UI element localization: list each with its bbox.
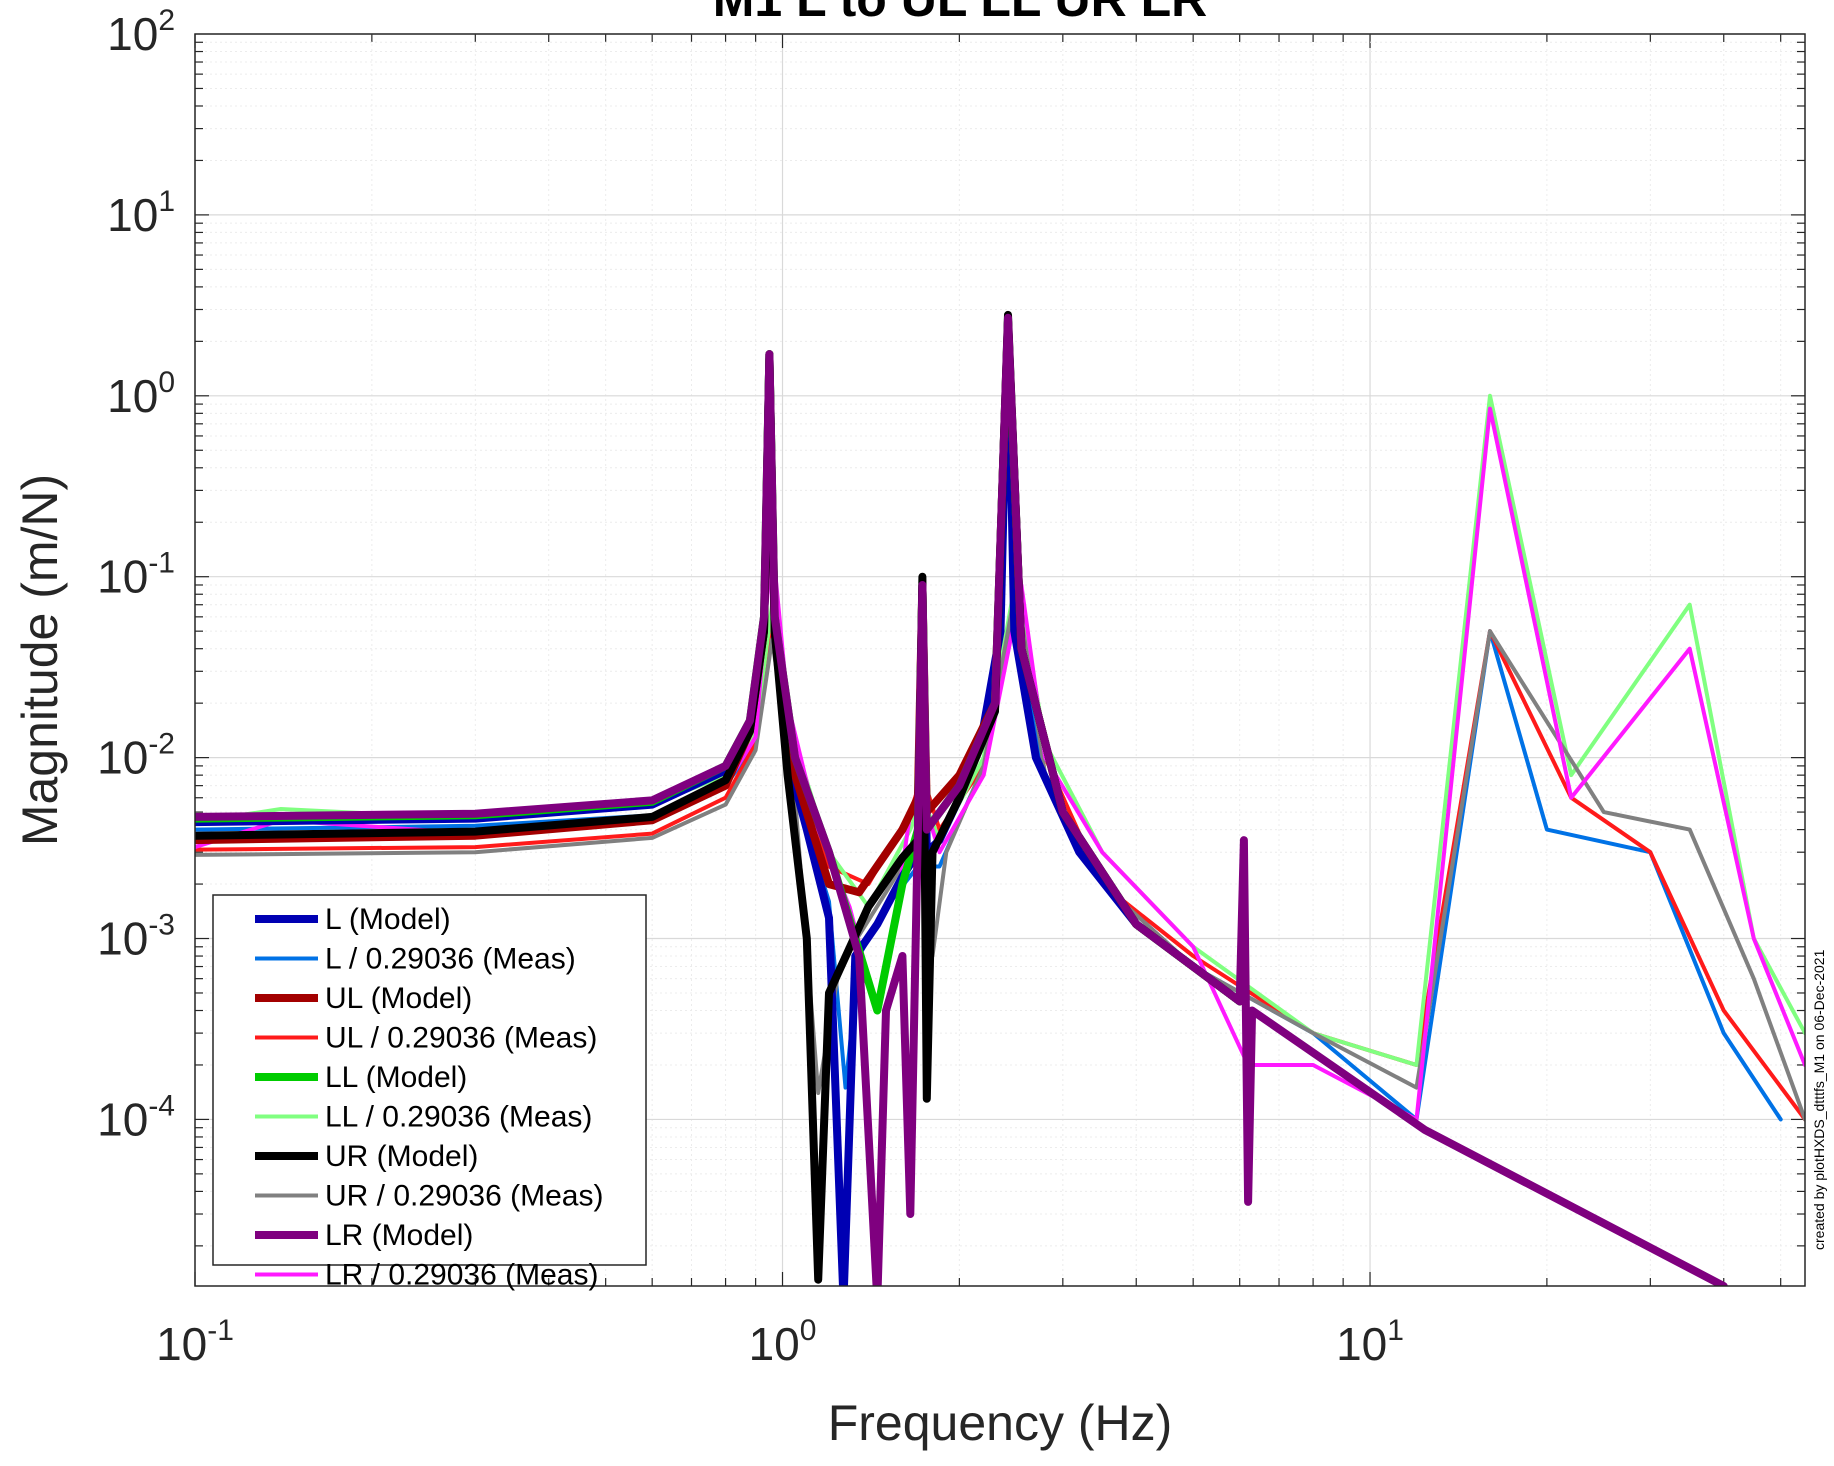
plot-area bbox=[194, 33, 1806, 1287]
x-tick-label: 100 bbox=[749, 1314, 817, 1370]
y-axis-ticks: 102 101 100 10-1 10-2 10-3 10-4 bbox=[97, 4, 175, 1145]
y-tick-label: 10-1 bbox=[97, 547, 175, 603]
series-line-ur-0-29036-meas bbox=[195, 583, 1805, 1122]
y-tick-label: 101 bbox=[107, 185, 175, 241]
legend-entries: L (Model) L / 0.29036 (Meas) UL (Model) UL … bbox=[255, 903, 603, 1292]
legend-label: L / 0.29036 (Meas) bbox=[325, 943, 576, 976]
legend-label: UR / 0.29036 (Meas) bbox=[325, 1180, 603, 1213]
legend-label: LR / 0.29036 (Meas) bbox=[325, 1259, 598, 1292]
legend-label: UL (Model) bbox=[325, 982, 472, 1015]
x-axis-ticks: 10-1 100 101 bbox=[156, 1314, 1404, 1370]
credit-text: created by plotHXDS_dtttfs_M1 on 06-Dec-… bbox=[1811, 949, 1827, 1250]
y-tick-label: 10-3 bbox=[97, 909, 175, 965]
y-tick-label: 100 bbox=[107, 366, 175, 422]
y-tick-label: 10-2 bbox=[97, 728, 175, 784]
legend-label: LR (Model) bbox=[325, 1219, 473, 1252]
chart-title: M1 L to UL LL UR LR bbox=[713, 0, 1207, 27]
x-axis-label: Frequency (Hz) bbox=[828, 1395, 1173, 1451]
legend-label: LL / 0.29036 (Meas) bbox=[325, 1101, 592, 1134]
series-line-lr-model bbox=[195, 313, 1728, 1286]
legend: L (Model) L / 0.29036 (Meas) UL (Model) UL … bbox=[212, 894, 647, 1292]
legend-label: L (Model) bbox=[325, 903, 451, 936]
legend-label: UR (Model) bbox=[325, 1140, 478, 1173]
y-axis-label: Magnitude (m/N) bbox=[12, 474, 68, 846]
x-tick-label: 10-1 bbox=[156, 1314, 234, 1370]
y-tick-label: 102 bbox=[107, 4, 175, 60]
y-tick-label: 10-4 bbox=[97, 1089, 175, 1145]
legend-label: LL (Model) bbox=[325, 1061, 467, 1094]
x-tick-label: 101 bbox=[1336, 1314, 1404, 1370]
series-layer bbox=[195, 310, 1805, 1286]
legend-label: UL / 0.29036 (Meas) bbox=[325, 1022, 597, 1055]
